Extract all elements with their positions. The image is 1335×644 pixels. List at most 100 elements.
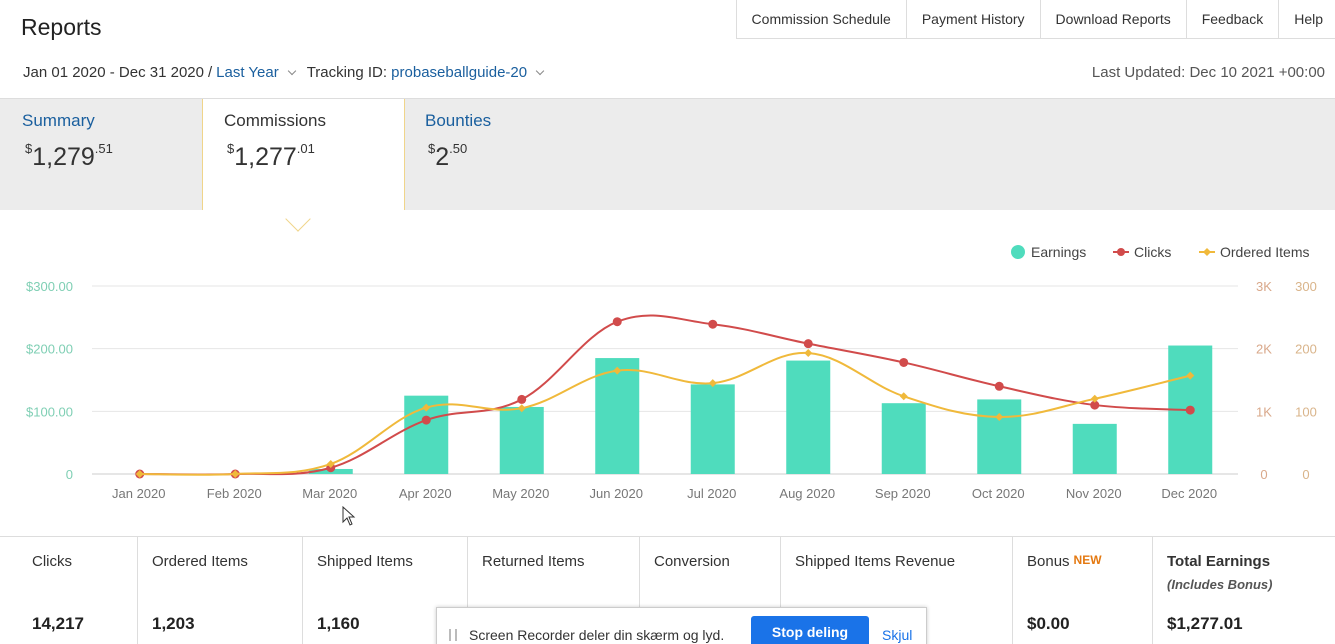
ordered-items-point <box>231 470 240 478</box>
x-tick-label: Apr 2020 <box>399 486 452 501</box>
earnings-bar <box>786 360 831 474</box>
stat-label: Total Earnings <box>1167 553 1271 570</box>
tab-commissions-label: Commissions <box>224 111 327 130</box>
y-clicks-tick-label: 1K <box>1256 404 1272 419</box>
stat-label: Returned Items <box>482 553 585 570</box>
y-ordered-tick-label: 300 <box>1295 279 1317 294</box>
stat-clicks: Clicks 14,217 <box>18 537 138 644</box>
legend-earnings-marker <box>1011 245 1025 259</box>
x-tick-label: Jun 2020 <box>590 486 644 501</box>
ordered-items-line <box>139 352 1191 476</box>
x-tick-label: Jul 2020 <box>687 486 736 501</box>
filter-bar: Jan 01 2020 - Dec 31 2020 / Last Year Tr… <box>23 64 555 81</box>
stop-sharing-button[interactable]: Stop deling <box>751 616 869 644</box>
stat-shipped-items-revenue: Shipped Items Revenue <box>781 537 1013 644</box>
y-ordered-tick-label: 0 <box>1302 467 1309 482</box>
ordered-items-point <box>422 403 431 412</box>
nav-commission-schedule[interactable]: Commission Schedule <box>737 0 907 38</box>
y-left-tick-label: $200.00 <box>26 342 73 357</box>
earnings-bar <box>499 406 544 474</box>
stat-label: Shipped Items Revenue <box>795 553 956 570</box>
earnings-chart: 0 $100.00 $200.00 $300.00 0 1K 2K 3K 0 100 200 300 J… <box>26 244 1317 501</box>
x-tick-label: Aug 2020 <box>779 486 835 501</box>
nav-feedback[interactable]: Feedback <box>1187 0 1280 38</box>
legend-ordered-items-marker <box>1203 248 1211 256</box>
page-title: Reports <box>21 14 102 40</box>
tab-summary[interactable]: Summary $1,279.51 <box>0 99 203 211</box>
x-tick-label: Nov 2020 <box>1066 486 1122 501</box>
screen-recorder-bar: Screen Recorder deler din skærm og lyd. … <box>436 607 927 644</box>
tab-commissions-amount: $1,277.01 <box>227 140 315 171</box>
ordered-items-point <box>1186 371 1195 380</box>
y-ordered-tick-label: 200 <box>1295 342 1317 357</box>
ordered-items-point <box>804 349 813 358</box>
ordered-items-point <box>899 392 908 401</box>
y-clicks-tick-label: 2K <box>1256 342 1272 357</box>
stat-value: 1,160 <box>317 614 360 633</box>
stats-bar: Clicks 14,217 Ordered Items 1,203 Shippe… <box>0 536 1335 644</box>
clicks-point <box>1185 405 1195 415</box>
new-badge: NEW <box>1073 553 1102 567</box>
stat-label: Ordered Items <box>152 553 248 570</box>
x-tick-label: Jan 2020 <box>112 486 166 501</box>
clicks-point <box>708 319 718 329</box>
tab-bounties-label: Bounties <box>425 111 492 130</box>
x-tick-label: May 2020 <box>492 486 549 501</box>
x-tick-label: Sep 2020 <box>875 486 931 501</box>
legend-clicks-marker <box>1117 248 1125 256</box>
y-clicks-tick-label: 0 <box>1260 467 1267 482</box>
y-left-tick-label: $100.00 <box>26 404 73 419</box>
y-left-tick-label: $300.00 <box>26 279 73 294</box>
nav-help[interactable]: Help <box>1294 11 1323 27</box>
legend-ordered-items-label: Ordered Items <box>1220 244 1309 260</box>
clicks-point <box>803 339 813 349</box>
tab-commissions[interactable]: Commissions $1,277.01 <box>202 99 405 219</box>
clicks-line <box>139 314 1191 476</box>
ordered-items-point <box>517 404 526 413</box>
period-dropdown[interactable]: Last Year <box>216 64 279 81</box>
tab-bounties[interactable]: Bounties $2.50 <box>405 99 605 211</box>
last-updated: Last Updated: Dec 10 2021 +00:00 <box>1091 64 1325 81</box>
nav-download-reports[interactable]: Download Reports <box>1041 0 1187 38</box>
nav-payment-history[interactable]: Payment History <box>907 0 1041 38</box>
mouse-cursor-icon <box>342 506 356 526</box>
date-separator: / <box>207 64 213 81</box>
date-range-text: Jan 01 2020 - Dec 31 2020 <box>23 64 204 81</box>
chevron-down-icon[interactable] <box>535 66 545 76</box>
tab-summary-amount: $1,279.51 <box>25 140 113 171</box>
earnings-bar <box>1072 423 1117 474</box>
x-tick-label: Oct 2020 <box>972 486 1025 501</box>
ordered-items-point <box>135 470 144 478</box>
ordered-items-point <box>326 459 335 468</box>
tab-summary-label: Summary <box>22 111 95 130</box>
legend-earnings-label: Earnings <box>1031 244 1086 260</box>
top-nav: Commission Schedule Payment History Down… <box>735 0 1335 39</box>
tab-bounties-amount: $2.50 <box>428 140 468 171</box>
y-left-tick-label: 0 <box>66 467 73 482</box>
stat-value: $1,277.01 <box>1167 614 1243 633</box>
tracking-id-dropdown[interactable]: probaseballguide-20 <box>391 64 528 81</box>
y-clicks-tick-label: 3K <box>1256 279 1272 294</box>
ordered-items-point <box>995 412 1004 421</box>
stat-ordered-items: Ordered Items 1,203 <box>138 537 303 644</box>
ordered-items-point <box>613 366 622 375</box>
clicks-point <box>517 394 527 404</box>
legend-clicks-label: Clicks <box>1134 244 1171 260</box>
stat-label: Shipped Items <box>317 553 413 570</box>
stat-shipped-items: Shipped Items 1,160 <box>303 537 468 644</box>
stat-conversion: Conversion <box>640 537 781 644</box>
chevron-down-icon[interactable] <box>287 66 296 76</box>
earnings-bar <box>881 403 926 474</box>
earnings-bar <box>595 358 640 474</box>
y-ordered-tick-label: 100 <box>1295 404 1317 419</box>
hide-link[interactable]: Skjul <box>882 627 913 643</box>
stat-bonus: Bonus NEW $0.00 <box>1013 537 1153 644</box>
stat-label: Clicks <box>32 553 72 570</box>
x-tick-label: Feb 2020 <box>207 486 262 501</box>
chart-area: 0 $100.00 $200.00 $300.00 0 1K 2K 3K 0 100 200 300 J… <box>0 210 1335 536</box>
drag-handle-icon[interactable] <box>449 629 457 641</box>
clicks-point <box>612 317 622 327</box>
ordered-items-point <box>1090 394 1099 403</box>
stat-label: Conversion <box>654 553 730 570</box>
stat-value: 1,203 <box>152 614 195 633</box>
